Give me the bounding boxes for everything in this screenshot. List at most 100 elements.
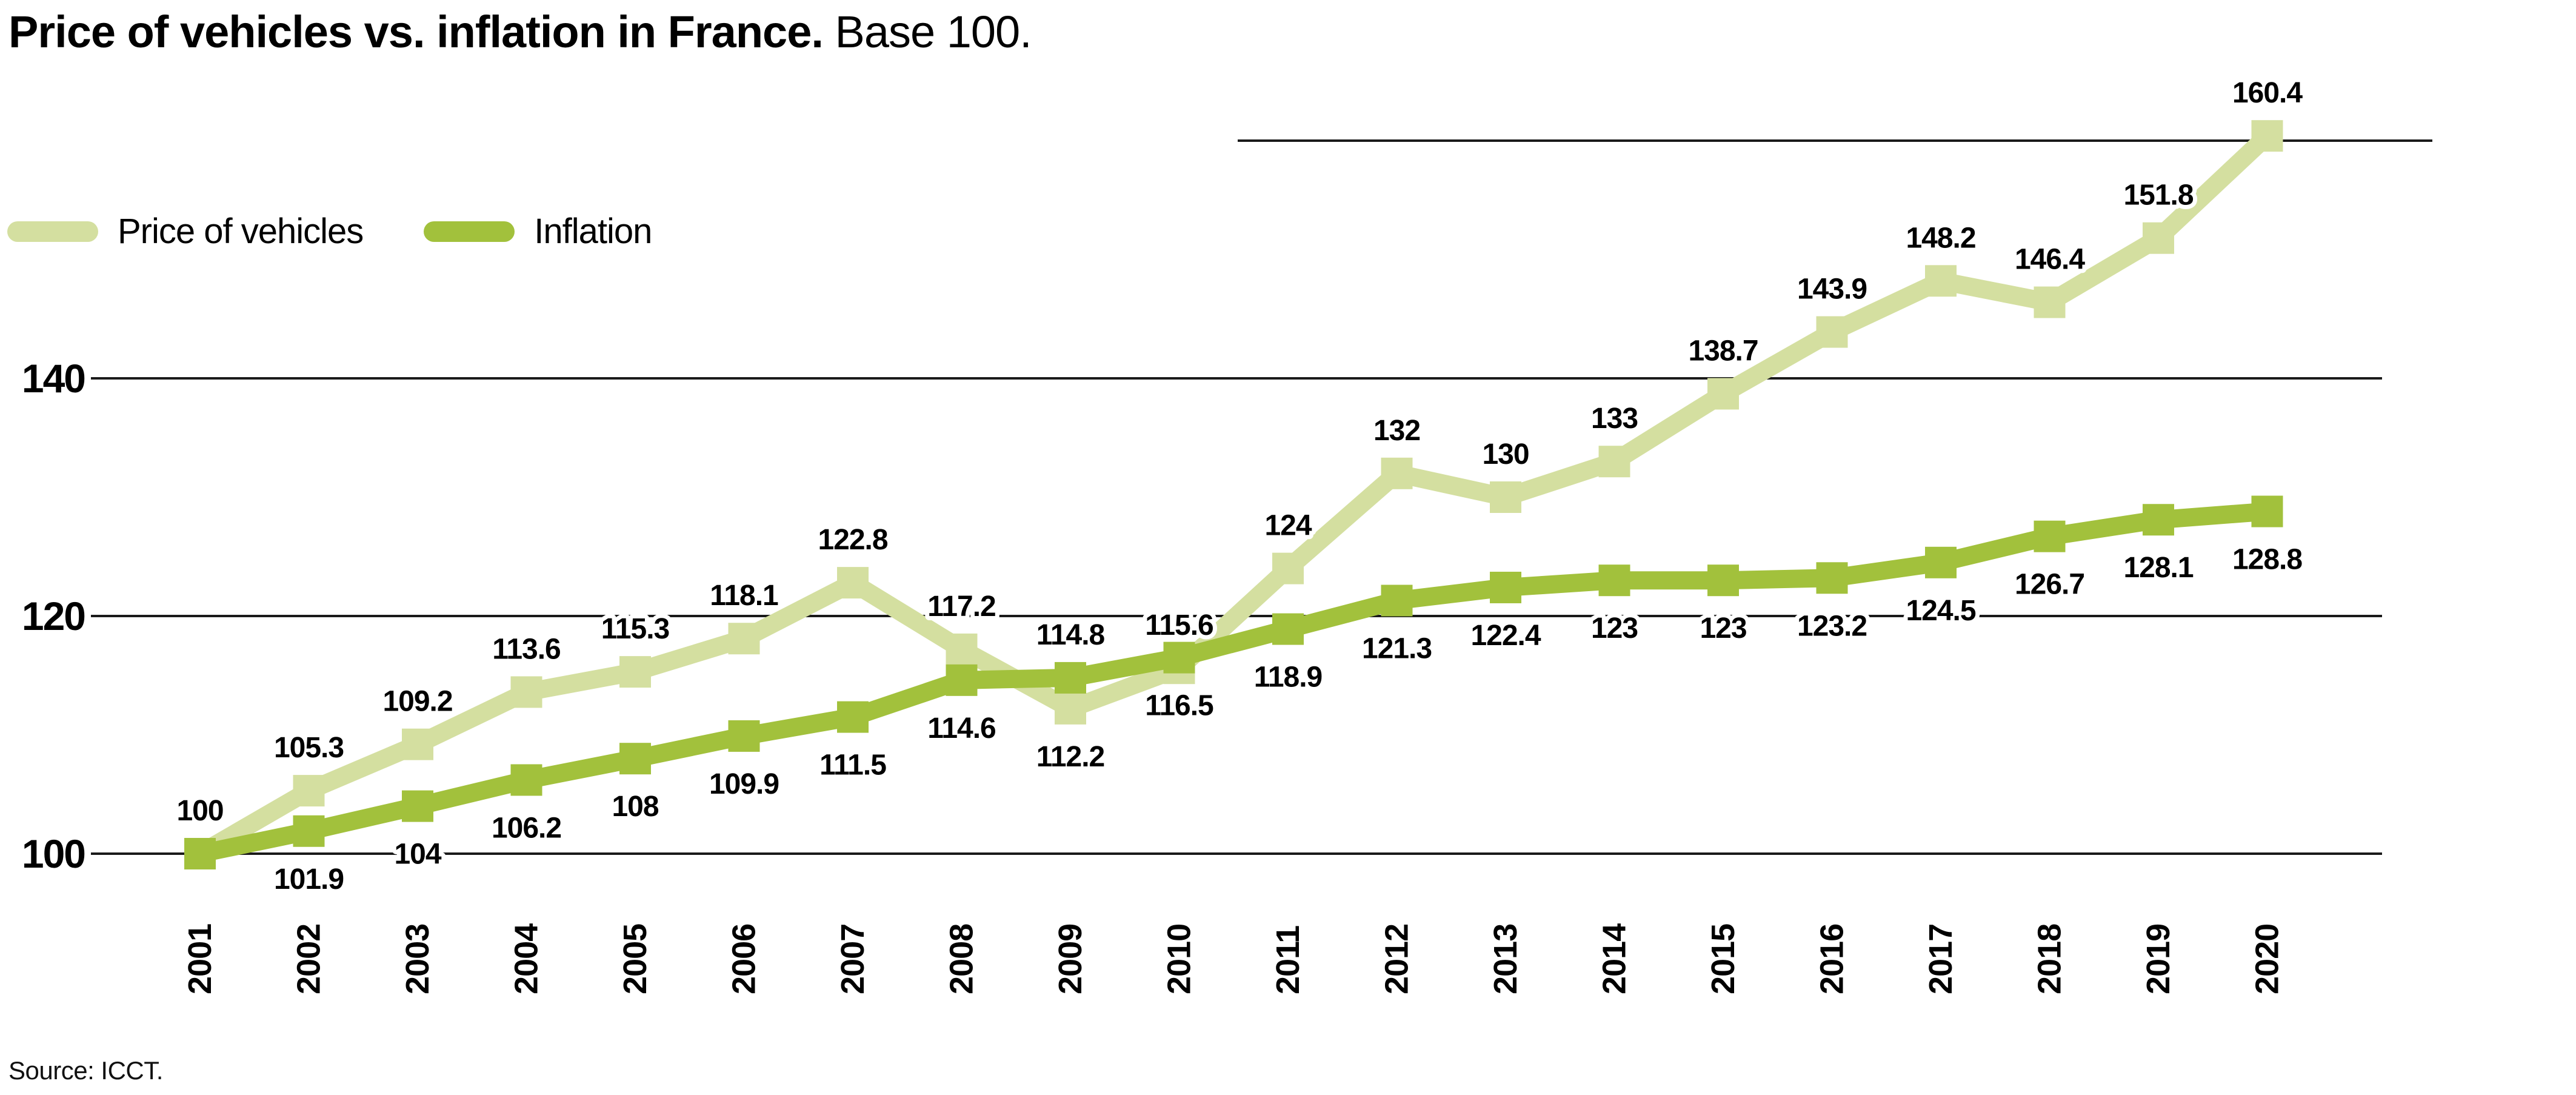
y-tick-label: 120 xyxy=(22,594,85,638)
marker-price-of-vehicles-2019 xyxy=(2143,222,2174,254)
data-label-price-of-vehicles-2012: 132 xyxy=(1373,415,1420,447)
marker-price-of-vehicles-2012 xyxy=(1381,457,1413,489)
marker-inflation-2007 xyxy=(837,701,869,733)
data-label-price-of-vehicles-2004: 113.6 xyxy=(492,633,560,665)
title-subtitle: Base 100. xyxy=(835,7,1032,57)
marker-inflation-2005 xyxy=(619,743,651,775)
title-main: Price of vehicles vs. inflation in Franc… xyxy=(8,7,824,57)
x-tick-label-2009: 2009 xyxy=(1052,924,1089,994)
data-label-price-of-vehicles-2002: 105.3 xyxy=(274,732,344,764)
x-tick-label-2008: 2008 xyxy=(944,924,980,994)
marker-price-of-vehicles-2018 xyxy=(2034,286,2066,318)
marker-inflation-2009 xyxy=(1055,661,1086,694)
marker-inflation-2020 xyxy=(2251,495,2283,527)
data-label-inflation-2009: 114.8 xyxy=(1036,619,1105,651)
data-label-price-of-vehicles-2015: 138.7 xyxy=(1688,335,1758,367)
x-tick-label-2012: 2012 xyxy=(1379,924,1415,994)
marker-price-of-vehicles-2002 xyxy=(293,775,325,807)
source-note: Source: ICCT. xyxy=(8,1056,163,1085)
x-tick-label-2020: 2020 xyxy=(2249,924,2286,994)
marker-inflation-2001 xyxy=(184,838,216,869)
data-label-inflation-2010: 116.5 xyxy=(1145,690,1213,722)
marker-inflation-2014 xyxy=(1598,564,1630,597)
data-label-inflation-2018: 126.7 xyxy=(2015,569,2084,601)
legend-item-price-of-vehicles: Price of vehicles xyxy=(7,211,364,252)
x-tick-label-2010: 2010 xyxy=(1161,924,1198,994)
x-tick-label-2011: 2011 xyxy=(1270,926,1306,994)
marker-inflation-2011 xyxy=(1272,613,1304,645)
x-tick-label-2006: 2006 xyxy=(726,924,762,994)
data-label-inflation-2014: 123 xyxy=(1591,612,1638,645)
marker-inflation-2015 xyxy=(1707,564,1739,597)
x-tick-label-2007: 2007 xyxy=(835,924,871,994)
marker-price-of-vehicles-2016 xyxy=(1816,316,1848,348)
x-tick-label-2018: 2018 xyxy=(2032,924,2068,994)
marker-inflation-2017 xyxy=(1925,546,1957,578)
data-label-price-of-vehicles-2007: 122.8 xyxy=(818,524,887,556)
marker-price-of-vehicles-2007 xyxy=(837,567,869,599)
marker-inflation-2010 xyxy=(1163,641,1195,674)
marker-price-of-vehicles-2008 xyxy=(946,633,978,665)
marker-inflation-2013 xyxy=(1490,571,1521,603)
marker-price-of-vehicles-2006 xyxy=(728,623,760,655)
x-tick-label-2015: 2015 xyxy=(1705,924,1741,994)
marker-price-of-vehicles-2015 xyxy=(1707,378,1739,410)
data-label-price-of-vehicles-2005: 115.3 xyxy=(601,613,669,645)
marker-inflation-2004 xyxy=(510,764,542,796)
data-label-inflation-2005: 108 xyxy=(612,791,658,823)
data-label-price-of-vehicles-2006: 118.1 xyxy=(710,580,778,612)
marker-price-of-vehicles-2013 xyxy=(1490,481,1521,513)
data-label-price-of-vehicles-2019: 151.8 xyxy=(2123,179,2193,212)
data-label-price-of-vehicles-2020: 160.4 xyxy=(2232,77,2303,109)
inflation-swatch-icon xyxy=(424,221,515,242)
marker-price-of-vehicles-2005 xyxy=(619,656,651,688)
x-tick-label-2004: 2004 xyxy=(509,923,545,994)
data-label-inflation-2004: 106.2 xyxy=(492,812,561,844)
x-tick-label-2016: 2016 xyxy=(1814,924,1850,994)
data-label-price-of-vehicles-2017: 148.2 xyxy=(1906,222,1975,254)
data-label-price-of-vehicles-2016: 143.9 xyxy=(1797,273,1867,306)
data-label-inflation-2012: 121.3 xyxy=(1362,633,1432,665)
x-tick-label-2003: 2003 xyxy=(399,924,436,994)
data-label-inflation-2013: 122.4 xyxy=(1470,620,1541,652)
data-label-inflation-2017: 124.5 xyxy=(1906,595,1975,627)
data-label-price-of-vehicles-2009: 112.2 xyxy=(1036,741,1104,773)
marker-inflation-2012 xyxy=(1381,584,1413,617)
data-label-price-of-vehicles-2003: 109.2 xyxy=(382,686,452,718)
marker-inflation-2008 xyxy=(946,664,978,696)
marker-price-of-vehicles-2004 xyxy=(510,676,542,708)
marker-price-of-vehicles-2017 xyxy=(1925,265,1957,297)
x-tick-label-2019: 2019 xyxy=(2140,924,2177,994)
data-label-price-of-vehicles-2001: 100 xyxy=(176,795,223,827)
x-tick-label-2002: 2002 xyxy=(291,924,327,994)
series-line-inflation xyxy=(198,502,2268,863)
marker-price-of-vehicles-2009 xyxy=(1055,692,1086,725)
price-of-vehicles-swatch-icon xyxy=(7,221,98,242)
x-tick-label-2001: 2001 xyxy=(182,924,218,994)
marker-inflation-2016 xyxy=(1816,562,1848,594)
marker-price-of-vehicles-2020 xyxy=(2251,120,2283,152)
legend-label-inflation: Inflation xyxy=(534,212,652,251)
data-label-price-of-vehicles-2010: 115.6 xyxy=(1145,609,1213,641)
x-tick-label-2014: 2014 xyxy=(1597,923,1633,994)
data-label-price-of-vehicles-2013: 130 xyxy=(1482,438,1529,470)
data-label-inflation-2008: 114.6 xyxy=(927,712,995,745)
x-tick-label-2017: 2017 xyxy=(1923,924,1959,994)
data-label-price-of-vehicles-2014: 133 xyxy=(1591,403,1638,435)
data-label-inflation-2011: 118.9 xyxy=(1254,661,1322,694)
legend: Price of vehicles Inflation xyxy=(7,211,652,252)
x-tick-label-2013: 2013 xyxy=(1487,924,1524,994)
y-tick-label: 100 xyxy=(22,831,85,876)
data-label-inflation-2015: 123 xyxy=(1700,612,1746,645)
legend-label-price-of-vehicles: Price of vehicles xyxy=(118,212,364,251)
data-label-inflation-2002: 101.9 xyxy=(274,863,344,896)
data-label-price-of-vehicles-2018: 146.4 xyxy=(2015,244,2085,276)
legend-item-inflation: Inflation xyxy=(424,211,652,252)
marker-inflation-2003 xyxy=(402,790,433,822)
data-label-price-of-vehicles-2011: 124 xyxy=(1264,510,1312,542)
data-label-inflation-2006: 109.9 xyxy=(709,768,779,800)
marker-price-of-vehicles-2011 xyxy=(1272,552,1304,584)
page-title: Price of vehicles vs. inflation in Franc… xyxy=(8,6,1032,58)
marker-price-of-vehicles-2003 xyxy=(402,728,433,760)
